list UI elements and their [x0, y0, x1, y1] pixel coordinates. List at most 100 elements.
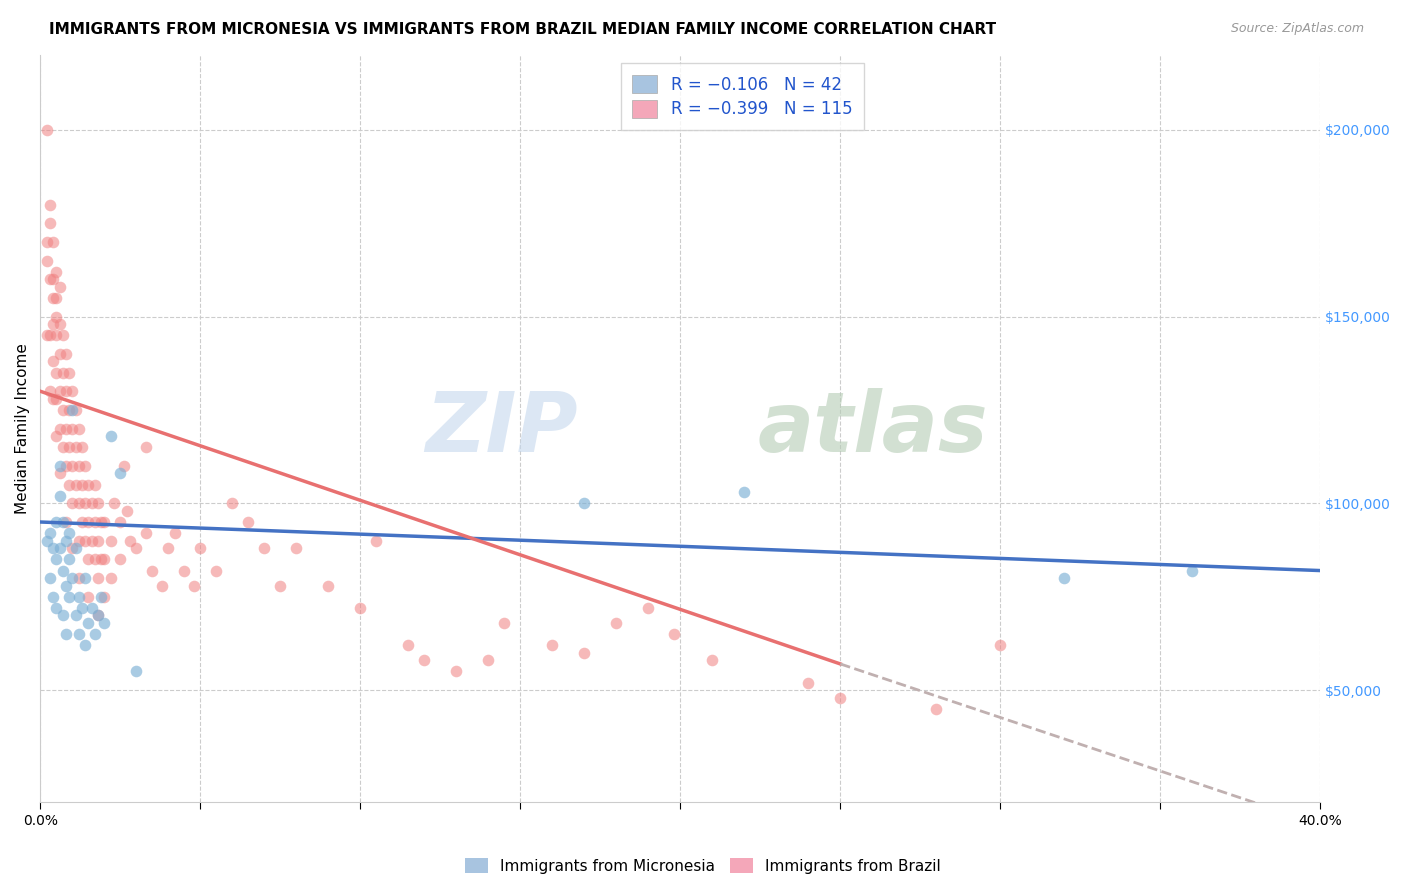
Point	[75, 458, 97, 473]
Point	[55, 533, 77, 548]
Point	[58, 526, 80, 541]
Point	[45, 429, 67, 443]
Point	[75, 496, 97, 510]
Point	[52, 608, 75, 623]
Point	[55, 458, 77, 473]
Point	[35, 328, 58, 343]
Point	[157, 541, 180, 556]
Point	[65, 440, 87, 454]
Point	[87, 533, 110, 548]
Point	[67, 496, 90, 510]
Point	[62, 458, 84, 473]
Point	[238, 515, 260, 529]
Point	[77, 615, 100, 630]
Point	[477, 653, 499, 667]
Point	[80, 533, 103, 548]
Point	[446, 665, 468, 679]
Point	[93, 590, 115, 604]
Point	[35, 253, 58, 268]
Point	[67, 533, 90, 548]
Point	[70, 440, 93, 454]
Point	[93, 552, 115, 566]
Point	[58, 366, 80, 380]
Point	[163, 526, 186, 541]
Point	[39, 526, 62, 541]
Point	[62, 422, 84, 436]
Point	[45, 601, 67, 615]
Point	[70, 601, 93, 615]
Point	[93, 515, 115, 529]
Point	[141, 564, 163, 578]
Point	[48, 458, 70, 473]
Point	[413, 653, 436, 667]
Point	[221, 496, 243, 510]
Point	[55, 515, 77, 529]
Point	[190, 541, 212, 556]
Point	[75, 533, 97, 548]
Point	[183, 578, 205, 592]
Point	[574, 496, 596, 510]
Text: atlas: atlas	[758, 388, 988, 469]
Legend: Immigrants from Micronesia, Immigrants from Brazil: Immigrants from Micronesia, Immigrants f…	[458, 852, 948, 880]
Point	[39, 197, 62, 211]
Point	[100, 571, 122, 585]
Point	[65, 608, 87, 623]
Point	[39, 216, 62, 230]
Point	[58, 403, 80, 417]
Point	[90, 515, 112, 529]
Point	[135, 526, 157, 541]
Point	[83, 627, 105, 641]
Point	[39, 384, 62, 399]
Point	[173, 564, 195, 578]
Point	[205, 564, 228, 578]
Point	[62, 571, 84, 585]
Point	[48, 317, 70, 331]
Point	[48, 347, 70, 361]
Point	[269, 578, 291, 592]
Point	[67, 458, 90, 473]
Point	[541, 638, 564, 652]
Point	[35, 533, 58, 548]
Point	[90, 590, 112, 604]
Point	[100, 533, 122, 548]
Point	[110, 467, 132, 481]
Point	[77, 515, 100, 529]
Point	[90, 552, 112, 566]
Point	[80, 496, 103, 510]
Point	[83, 552, 105, 566]
Point	[87, 608, 110, 623]
Point	[45, 310, 67, 324]
Point	[349, 601, 371, 615]
Point	[75, 638, 97, 652]
Point	[52, 328, 75, 343]
Point	[45, 392, 67, 406]
Point	[118, 533, 141, 548]
Point	[42, 541, 65, 556]
Point	[83, 515, 105, 529]
Point	[48, 489, 70, 503]
Point	[285, 541, 308, 556]
Point	[662, 627, 685, 641]
Point	[125, 541, 148, 556]
Point	[45, 366, 67, 380]
Point	[45, 328, 67, 343]
Text: Source: ZipAtlas.com: Source: ZipAtlas.com	[1230, 22, 1364, 36]
Point	[925, 702, 948, 716]
Point	[100, 429, 122, 443]
Point	[67, 571, 90, 585]
Point	[1053, 571, 1076, 585]
Point	[58, 552, 80, 566]
Point	[830, 690, 852, 705]
Point	[67, 422, 90, 436]
Point	[52, 403, 75, 417]
Text: IMMIGRANTS FROM MICRONESIA VS IMMIGRANTS FROM BRAZIL MEDIAN FAMILY INCOME CORREL: IMMIGRANTS FROM MICRONESIA VS IMMIGRANTS…	[49, 22, 997, 37]
Point	[702, 653, 724, 667]
Point	[35, 123, 58, 137]
Point	[39, 272, 62, 286]
Point	[62, 541, 84, 556]
Point	[42, 272, 65, 286]
Point	[80, 601, 103, 615]
Point	[52, 515, 75, 529]
Point	[87, 608, 110, 623]
Point	[988, 638, 1011, 652]
